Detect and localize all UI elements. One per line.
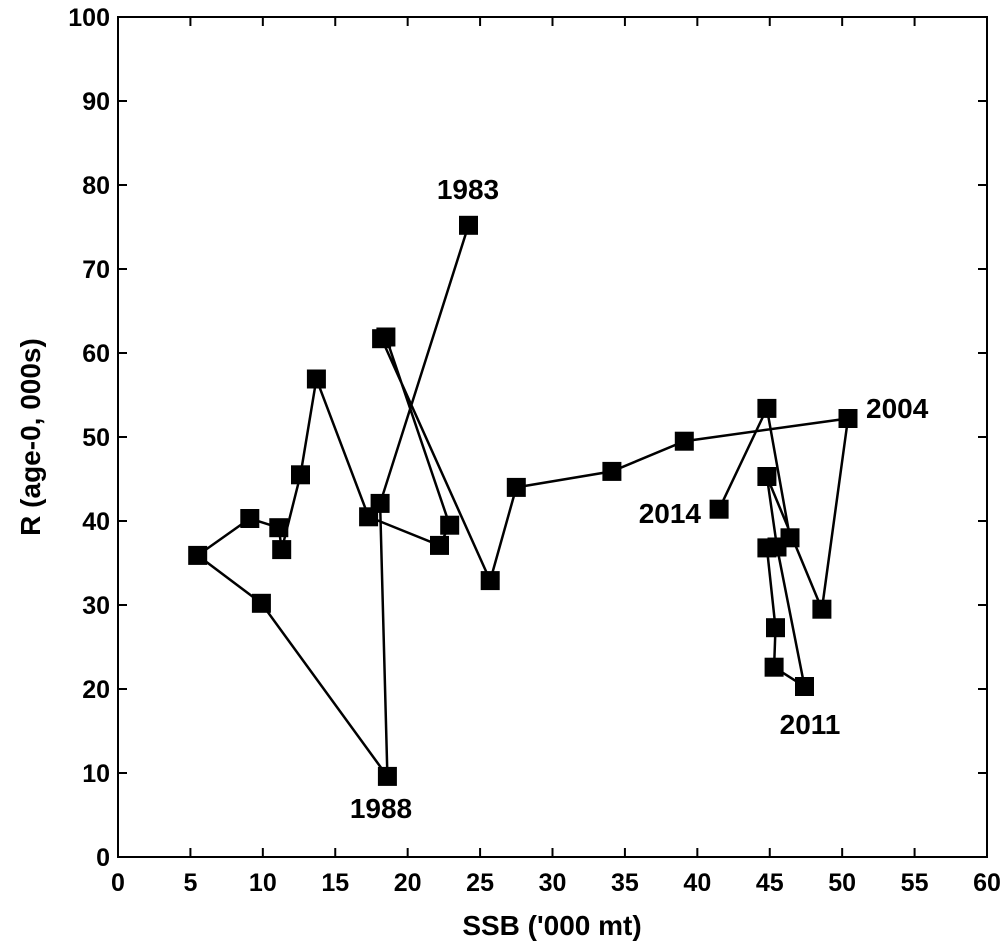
data-point xyxy=(372,329,392,349)
x-tick-label: 20 xyxy=(394,869,422,897)
x-tick-label: 60 xyxy=(973,869,1001,897)
data-point xyxy=(766,618,785,638)
data-point xyxy=(674,431,694,451)
data-point xyxy=(430,535,449,555)
annotation-2004: 2004 xyxy=(866,393,929,424)
y-tick-label: 100 xyxy=(68,4,110,32)
y-tick-label: 80 xyxy=(82,172,110,200)
y-tick-label: 0 xyxy=(96,844,110,872)
x-tick-label: 15 xyxy=(321,869,349,897)
plot-frame xyxy=(117,16,988,858)
x-tick-label: 5 xyxy=(183,869,197,897)
data-point xyxy=(269,518,289,538)
data-point xyxy=(291,465,310,485)
data-point xyxy=(602,461,622,481)
y-tick-label: 30 xyxy=(82,592,110,620)
data-point xyxy=(795,677,814,696)
axis-ticks xyxy=(117,16,988,858)
y-tick-labels: 0 10 20 30 40 50 60 70 80 90 100 xyxy=(68,4,110,872)
x-tick-label: 55 xyxy=(901,869,929,897)
data-point xyxy=(306,369,326,389)
data-point xyxy=(440,515,460,535)
series-line xyxy=(195,224,850,781)
y-tick-label: 60 xyxy=(82,340,110,368)
x-axis-title: SSB ('000 mt) xyxy=(462,910,641,941)
x-tick-label: 0 xyxy=(111,869,125,897)
y-tick-label: 40 xyxy=(82,508,110,536)
x-tick-label: 50 xyxy=(828,869,856,897)
data-point xyxy=(251,593,271,613)
data-point xyxy=(480,571,500,591)
y-tick-label: 50 xyxy=(82,424,110,452)
data-point xyxy=(709,499,729,519)
x-tick-label: 30 xyxy=(539,869,567,897)
point-annotations: 1983 1988 2004 2011 2014 xyxy=(350,174,929,824)
data-point xyxy=(359,507,379,527)
data-point xyxy=(188,545,208,565)
y-tick-label: 20 xyxy=(82,676,110,704)
x-tick-label: 25 xyxy=(466,869,494,897)
data-markers xyxy=(188,215,858,786)
data-point xyxy=(506,477,526,497)
y-tick-label: 70 xyxy=(82,256,110,284)
annotation-2014: 2014 xyxy=(639,498,702,529)
x-tick-label: 40 xyxy=(683,869,711,897)
annotation-1983: 1983 xyxy=(437,174,499,205)
data-point xyxy=(459,215,478,235)
x-tick-labels: 0 5 10 15 20 25 30 35 40 45 50 55 60 xyxy=(111,869,1001,897)
y-axis-title: R (age-0, 000s) xyxy=(15,338,46,536)
data-point xyxy=(838,409,858,428)
data-point xyxy=(780,528,800,548)
x-tick-label: 45 xyxy=(756,869,784,897)
data-point xyxy=(757,467,777,486)
y-tick-label: 10 xyxy=(82,760,110,788)
data-point xyxy=(812,599,832,619)
data-point xyxy=(377,766,397,786)
data-point xyxy=(272,540,292,560)
data-point xyxy=(757,398,777,418)
annotation-2011: 2011 xyxy=(780,709,841,740)
y-tick-label: 90 xyxy=(82,88,110,116)
data-point xyxy=(757,538,777,558)
x-tick-label: 10 xyxy=(249,869,277,897)
data-point xyxy=(240,509,260,528)
data-point xyxy=(764,657,784,677)
x-tick-label: 35 xyxy=(611,869,639,897)
annotation-1988: 1988 xyxy=(350,793,412,824)
